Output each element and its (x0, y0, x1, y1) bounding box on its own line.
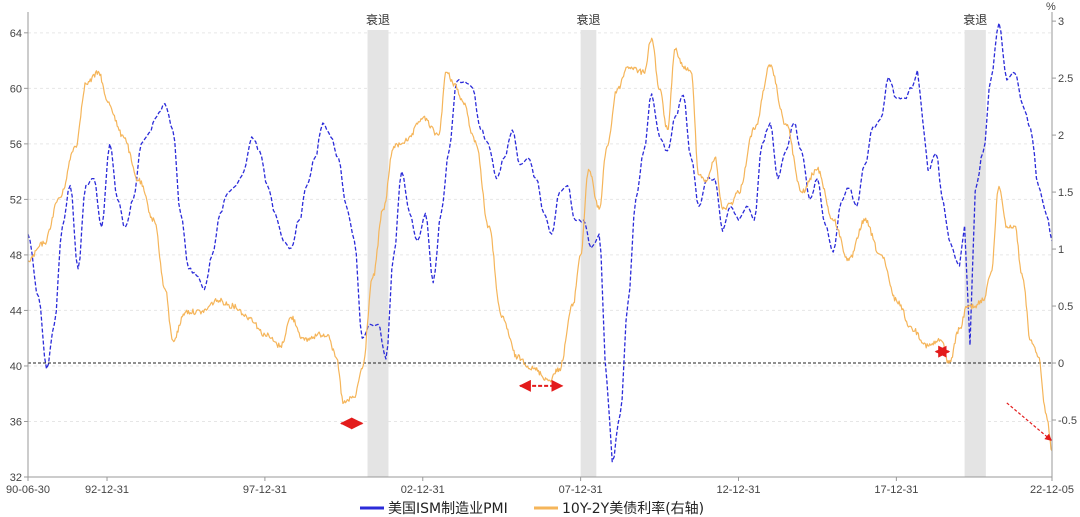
y-right-tick-label: 0 (1058, 358, 1064, 370)
y-right-tick-label: -0.5 (1058, 415, 1077, 427)
recession-label: 衰退 (366, 12, 390, 27)
legend-label-pmi: 美国ISM制造业PMI (388, 501, 508, 517)
x-tick-label: 92-12-31 (85, 484, 129, 496)
y-left-tick-label: 52 (10, 194, 22, 206)
y-left-tick-label: 36 (10, 416, 22, 428)
y-right-tick-label: 2 (1058, 130, 1064, 142)
y-right-tick-label: 2.5 (1058, 73, 1073, 85)
y-left-tick-label: 56 (10, 139, 22, 151)
recession-band (964, 30, 986, 477)
right-axis-unit: % (1046, 1, 1056, 13)
series-line-pmi (27, 22, 1053, 463)
x-tick-label: 97-12-31 (243, 484, 287, 496)
y-right-tick-label: 1.5 (1058, 187, 1073, 199)
x-tick-label: 12-12-31 (716, 484, 760, 496)
y-right-tick-label: 0.5 (1058, 301, 1073, 313)
x-tick-label: 17-12-31 (874, 484, 918, 496)
recession-label: 衰退 (576, 12, 600, 27)
y-right-tick-label: 3 (1058, 16, 1064, 28)
x-tick-label: 07-12-31 (559, 484, 603, 496)
recession-label: 衰退 (963, 12, 987, 27)
legend: 美国ISM制造业PMI 10Y-2Y美债利率(右轴) (360, 500, 704, 517)
y-right-tick-label: 1 (1058, 244, 1064, 256)
legend-label-spread: 10Y-2Y美债利率(右轴) (562, 500, 704, 517)
recession-band (367, 30, 389, 477)
y-left-tick-label: 60 (10, 83, 22, 95)
y-left-tick-label: 48 (10, 250, 22, 262)
y-left-tick-label: 32 (10, 472, 22, 484)
series-line-spread (27, 37, 1053, 452)
y-left-tick-label: 44 (10, 305, 22, 317)
recession-band (580, 30, 597, 477)
x-tick-label: 02-12-31 (401, 484, 445, 496)
y-left-tick-label: 40 (10, 361, 22, 373)
y-left-tick-label: 64 (10, 28, 22, 40)
x-tick-label: 22-12-05 (1030, 484, 1074, 496)
x-tick-label: 90-06-30 (6, 484, 50, 496)
